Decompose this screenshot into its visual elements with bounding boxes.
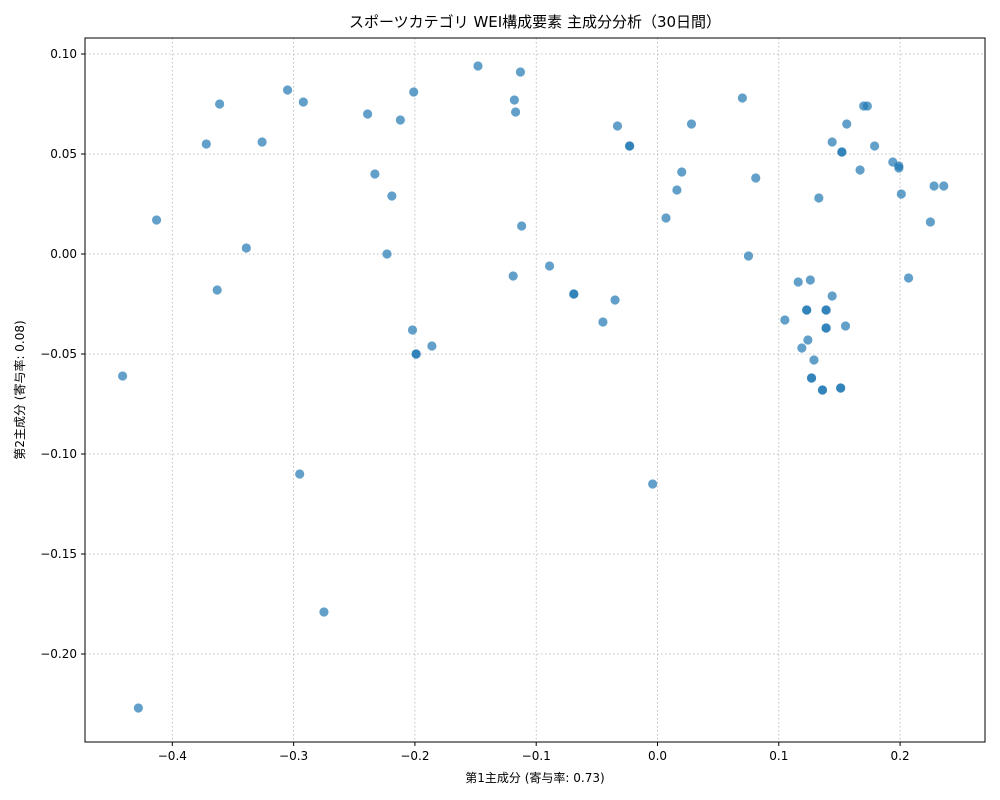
data-point — [319, 607, 329, 617]
data-point — [295, 469, 305, 479]
data-point — [648, 479, 658, 489]
y-tick-label: −0.10 — [40, 447, 77, 461]
data-point — [743, 251, 754, 261]
x-tick-label: 0.2 — [891, 749, 910, 763]
x-tick-label: 0.0 — [648, 749, 667, 763]
data-point — [862, 101, 872, 111]
data-point — [212, 285, 222, 295]
data-point — [363, 109, 373, 119]
data-point — [929, 181, 939, 191]
data-point — [427, 341, 437, 351]
data-point — [569, 289, 579, 299]
x-tick-label: −0.1 — [522, 749, 551, 763]
data-point — [370, 169, 380, 179]
data-point — [508, 271, 518, 281]
data-point — [612, 121, 623, 131]
x-tick-label: −0.4 — [158, 749, 187, 763]
data-point — [809, 355, 819, 365]
data-point — [780, 315, 790, 325]
data-point — [215, 99, 225, 109]
x-tick-label: 0.1 — [769, 749, 788, 763]
y-tick-label: 0.05 — [50, 147, 77, 161]
data-point — [473, 61, 483, 71]
data-point — [672, 185, 682, 195]
data-point — [407, 325, 418, 335]
data-point — [855, 165, 865, 175]
data-point — [395, 115, 405, 125]
data-point — [677, 167, 687, 177]
data-point — [903, 273, 914, 283]
data-point — [827, 137, 837, 147]
data-point — [133, 703, 143, 713]
y-tick-label: −0.20 — [40, 647, 77, 661]
data-point — [806, 373, 817, 383]
y-tick-label: −0.05 — [40, 347, 77, 361]
data-point — [803, 335, 813, 345]
data-point — [598, 317, 608, 327]
data-point — [510, 107, 521, 117]
data-point — [896, 189, 906, 199]
data-point — [821, 305, 831, 315]
x-axis-label: 第1主成分 (寄与率: 0.73) — [465, 770, 604, 785]
y-tick-label: −0.15 — [40, 547, 77, 561]
data-point — [793, 277, 803, 287]
data-point — [282, 85, 293, 95]
data-point — [805, 275, 815, 285]
data-point — [821, 323, 831, 333]
data-point — [894, 161, 904, 171]
data-point — [387, 191, 397, 201]
data-point — [409, 87, 419, 97]
data-point — [241, 243, 251, 253]
data-point — [686, 119, 697, 129]
y-tick-label: 0.00 — [50, 247, 77, 261]
grid-lines — [85, 38, 985, 742]
data-point — [151, 215, 162, 225]
data-point — [870, 141, 880, 151]
chart-title: スポーツカテゴリ WEI構成要素 主成分分析（30日間） — [349, 13, 721, 31]
y-tick-label: 0.10 — [50, 47, 77, 61]
axis-ticks: −0.4 −0.3 −0.2 −0.1 0.0 0.1 0.2 −0.20 −0.15 −0.10… — [40, 47, 909, 763]
data-point — [382, 249, 392, 259]
data-point — [840, 321, 851, 331]
data-point — [509, 95, 519, 105]
y-axis-label: 第2主成分 (寄与率: 0.08) — [12, 320, 27, 459]
data-point — [661, 213, 671, 223]
data-point — [610, 295, 620, 305]
data-point — [201, 139, 211, 149]
data-point — [836, 383, 846, 393]
data-point — [751, 173, 761, 183]
data-point — [817, 385, 828, 395]
data-point — [802, 305, 812, 315]
data-point — [814, 193, 824, 203]
data-point — [797, 343, 807, 353]
data-points — [118, 61, 949, 713]
data-point — [517, 221, 527, 231]
data-point — [625, 141, 635, 151]
data-point — [925, 217, 936, 227]
data-point — [737, 93, 748, 103]
x-tick-label: −0.2 — [400, 749, 429, 763]
data-point — [837, 147, 847, 157]
x-tick-label: −0.3 — [279, 749, 308, 763]
data-point — [544, 261, 555, 271]
plot-area-frame — [84, 37, 986, 743]
data-point — [515, 67, 526, 77]
data-point — [939, 181, 949, 191]
data-point — [298, 97, 308, 107]
data-point — [118, 371, 128, 381]
data-point — [411, 349, 421, 359]
data-point — [842, 119, 852, 129]
data-point — [257, 137, 267, 147]
data-point — [827, 291, 837, 301]
